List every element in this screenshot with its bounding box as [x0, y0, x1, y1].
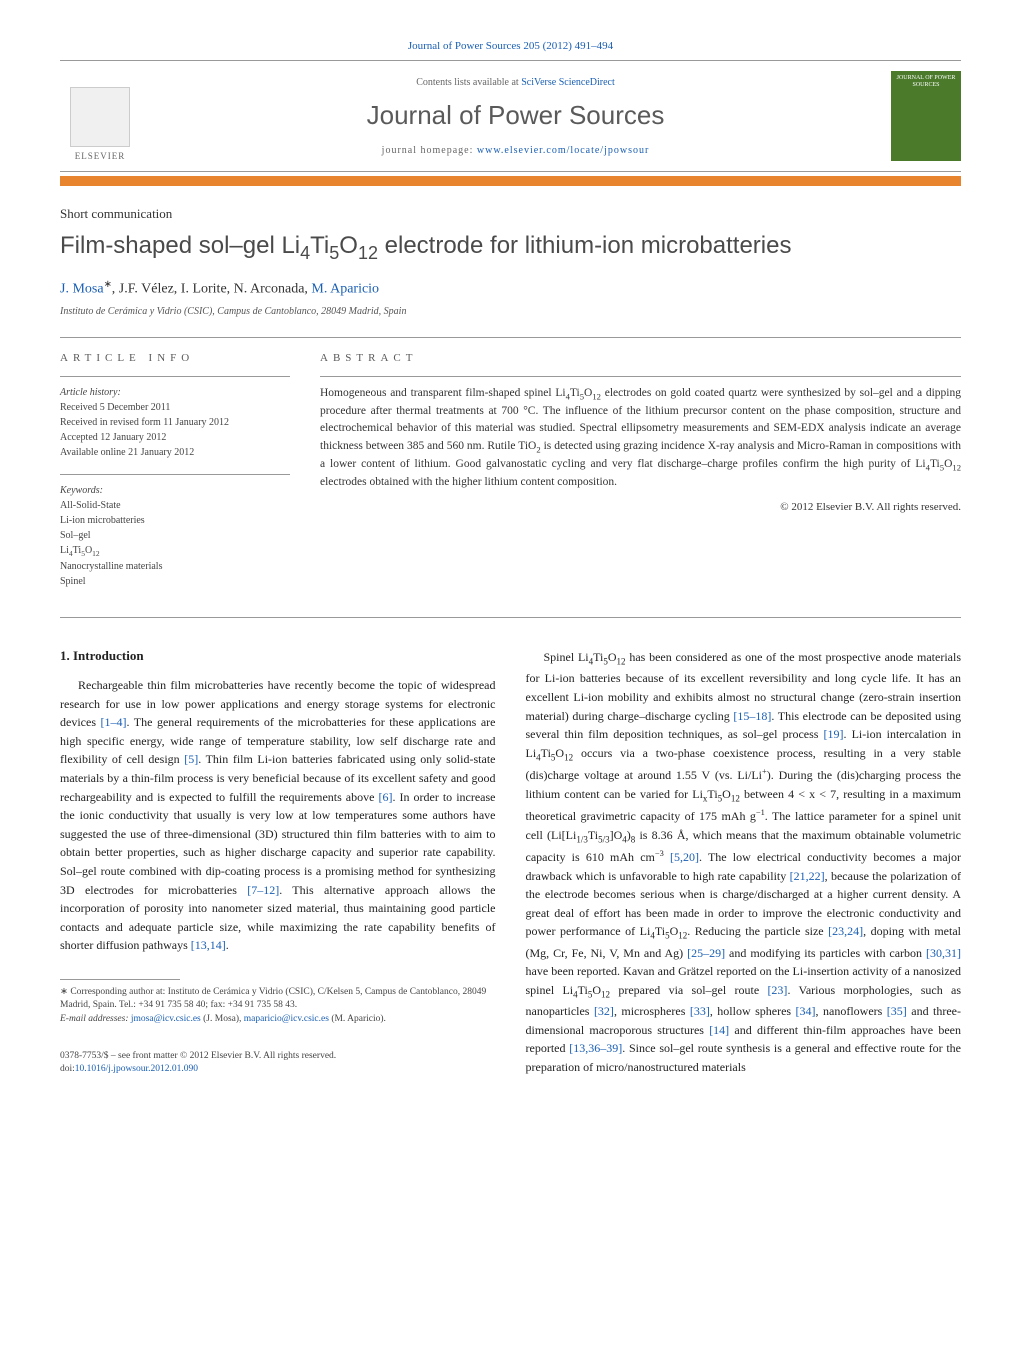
corresponding-author: ∗ Corresponding author at: Instituto de …	[60, 986, 496, 1013]
section-heading: 1. Introduction	[60, 648, 496, 664]
sciencedirect-link[interactable]: SciVerse ScienceDirect	[521, 77, 615, 88]
footnote-separator	[60, 979, 180, 980]
abstract-label: ABSTRACT	[320, 352, 961, 364]
bottom-info: 0378-7753/$ – see front matter © 2012 El…	[60, 1050, 496, 1077]
keyword: Li4Ti5O12	[60, 543, 290, 559]
cover-text: JOURNAL OF POWER SOURCES	[895, 75, 957, 88]
homepage-pre: journal homepage:	[382, 145, 477, 156]
article-history: Article history: Received 5 December 201…	[60, 385, 290, 460]
header-center: Contents lists available at SciVerse Sci…	[155, 77, 876, 156]
body-left-column: 1. Introduction Rechargeable thin film m…	[60, 648, 496, 1076]
homepage-link[interactable]: www.elsevier.com/locate/jpowsour	[477, 145, 649, 156]
keyword: Nanocrystalline materials	[60, 559, 290, 574]
elsevier-tree-icon	[70, 87, 130, 147]
article-info-column: ARTICLE INFO Article history: Received 5…	[60, 352, 290, 603]
keywords-divider: Keywords: All-Solid-State Li-ion microba…	[60, 474, 290, 589]
citation-link[interactable]: Journal of Power Sources 205 (2012) 491–…	[408, 40, 613, 52]
body-columns: 1. Introduction Rechargeable thin film m…	[60, 648, 961, 1076]
body-right-column: Spinel Li4Ti5O12 has been considered as …	[526, 648, 962, 1076]
affiliation: Instituto de Cerámica y Vidrio (CSIC), C…	[60, 306, 961, 317]
journal-title: Journal of Power Sources	[155, 100, 876, 131]
info-divider: Article history: Received 5 December 201…	[60, 376, 290, 460]
authors: J. Mosa∗, J.F. Vélez, I. Lorite, N. Arco…	[60, 279, 961, 298]
abstract-divider: Homogeneous and transparent film-shaped …	[320, 376, 961, 513]
keyword: Spinel	[60, 574, 290, 589]
body-paragraph: Rechargeable thin film microbatteries ha…	[60, 676, 496, 955]
email-label: E-mail addresses:	[60, 1014, 129, 1024]
elsevier-text: ELSEVIER	[75, 151, 126, 161]
journal-cover: JOURNAL OF POWER SOURCES	[891, 71, 961, 161]
keywords: Keywords: All-Solid-State Li-ion microba…	[60, 483, 290, 589]
contents-pre: Contents lists available at	[416, 77, 521, 88]
email-link[interactable]: maparicio@icv.csic.es	[244, 1014, 329, 1024]
body-paragraph: Spinel Li4Ti5O12 has been considered as …	[526, 648, 962, 1076]
keywords-title: Keywords:	[60, 483, 290, 498]
issn-line: 0378-7753/$ – see front matter © 2012 El…	[60, 1050, 496, 1063]
history-line: Accepted 12 January 2012	[60, 430, 290, 445]
email-who: (J. Mosa),	[201, 1014, 244, 1024]
info-label: ARTICLE INFO	[60, 352, 290, 364]
homepage-line: journal homepage: www.elsevier.com/locat…	[155, 145, 876, 156]
doi-link[interactable]: 10.1016/j.jpowsour.2012.01.090	[75, 1064, 198, 1074]
abstract-column: ABSTRACT Homogeneous and transparent fil…	[320, 352, 961, 603]
page-container: Journal of Power Sources 205 (2012) 491–…	[0, 0, 1021, 1117]
header-box: ELSEVIER Contents lists available at Sci…	[60, 60, 961, 172]
abstract-copyright: © 2012 Elsevier B.V. All rights reserved…	[320, 501, 961, 513]
history-line: Received in revised form 11 January 2012	[60, 415, 290, 430]
orange-divider	[60, 176, 961, 186]
abstract-text: Homogeneous and transparent film-shaped …	[320, 385, 961, 491]
article-title: Film-shaped sol–gel Li4Ti5O12 electrode …	[60, 230, 961, 265]
email-who: (M. Aparicio).	[329, 1014, 386, 1024]
keyword: All-Solid-State	[60, 498, 290, 513]
keyword: Li-ion microbatteries	[60, 513, 290, 528]
history-line: Received 5 December 2011	[60, 400, 290, 415]
history-line: Available online 21 January 2012	[60, 445, 290, 460]
info-abstract-row: ARTICLE INFO Article history: Received 5…	[60, 337, 961, 618]
doi-pre: doi:	[60, 1064, 75, 1074]
email-link[interactable]: jmosa@icv.csic.es	[131, 1014, 201, 1024]
keyword: Sol–gel	[60, 528, 290, 543]
contents-line: Contents lists available at SciVerse Sci…	[155, 77, 876, 88]
doi-line: doi:10.1016/j.jpowsour.2012.01.090	[60, 1063, 496, 1076]
elsevier-logo: ELSEVIER	[60, 71, 140, 161]
citation-line: Journal of Power Sources 205 (2012) 491–…	[60, 40, 961, 52]
email-footnote: E-mail addresses: jmosa@icv.csic.es (J. …	[60, 1013, 496, 1026]
article-type: Short communication	[60, 206, 961, 222]
history-title: Article history:	[60, 385, 290, 400]
